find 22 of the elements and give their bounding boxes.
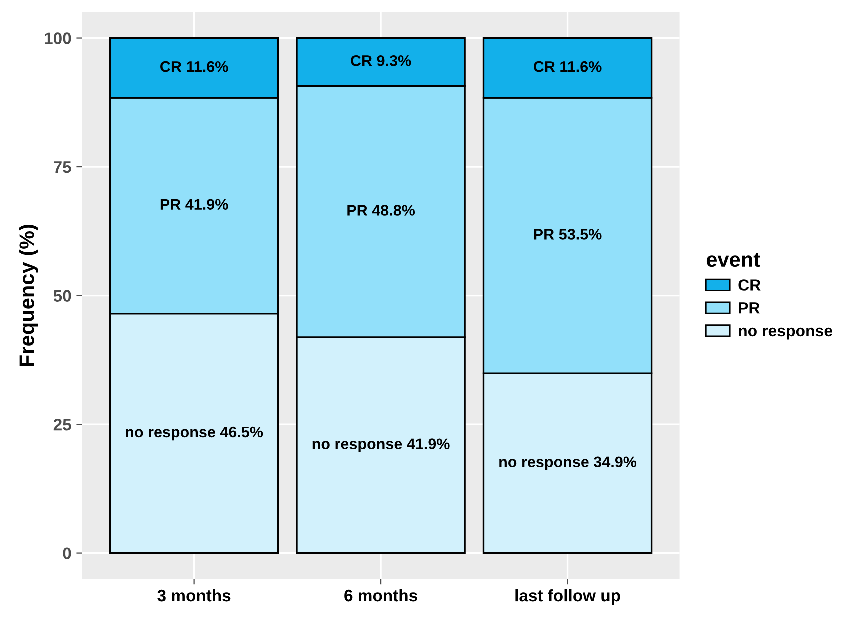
data-label: no response 46.5% [126,426,264,441]
data-label: PR 53.5% [534,229,602,240]
legend-label: no response [739,328,833,340]
y-axis-title: Frequency (%) [19,225,38,366]
y-tick-label: 50 [54,290,72,302]
legend-label: PR [739,302,760,314]
data-label: CR 9.3% [351,56,412,66]
legend-label: CR [738,280,761,291]
data-label: PR 48.8% [348,205,416,216]
y-tick-label: 100 [45,32,72,44]
y-tick-label: 25 [54,418,72,431]
data-label: no response 41.9% [312,438,450,453]
data-label: PR 41.9% [160,199,228,210]
legend-title: event [706,253,760,268]
data-label: no response 34.9% [500,456,637,471]
y-tick-label: 75 [54,162,72,174]
data-label: CR 11.6% [534,61,602,72]
data-label: CR 11.6% [160,61,228,72]
x-tick-label: 6 months [344,589,418,602]
x-tick-label: last follow up [516,589,620,606]
y-tick-label: 0 [63,548,72,560]
x-tick-label: 3 months [158,589,231,602]
